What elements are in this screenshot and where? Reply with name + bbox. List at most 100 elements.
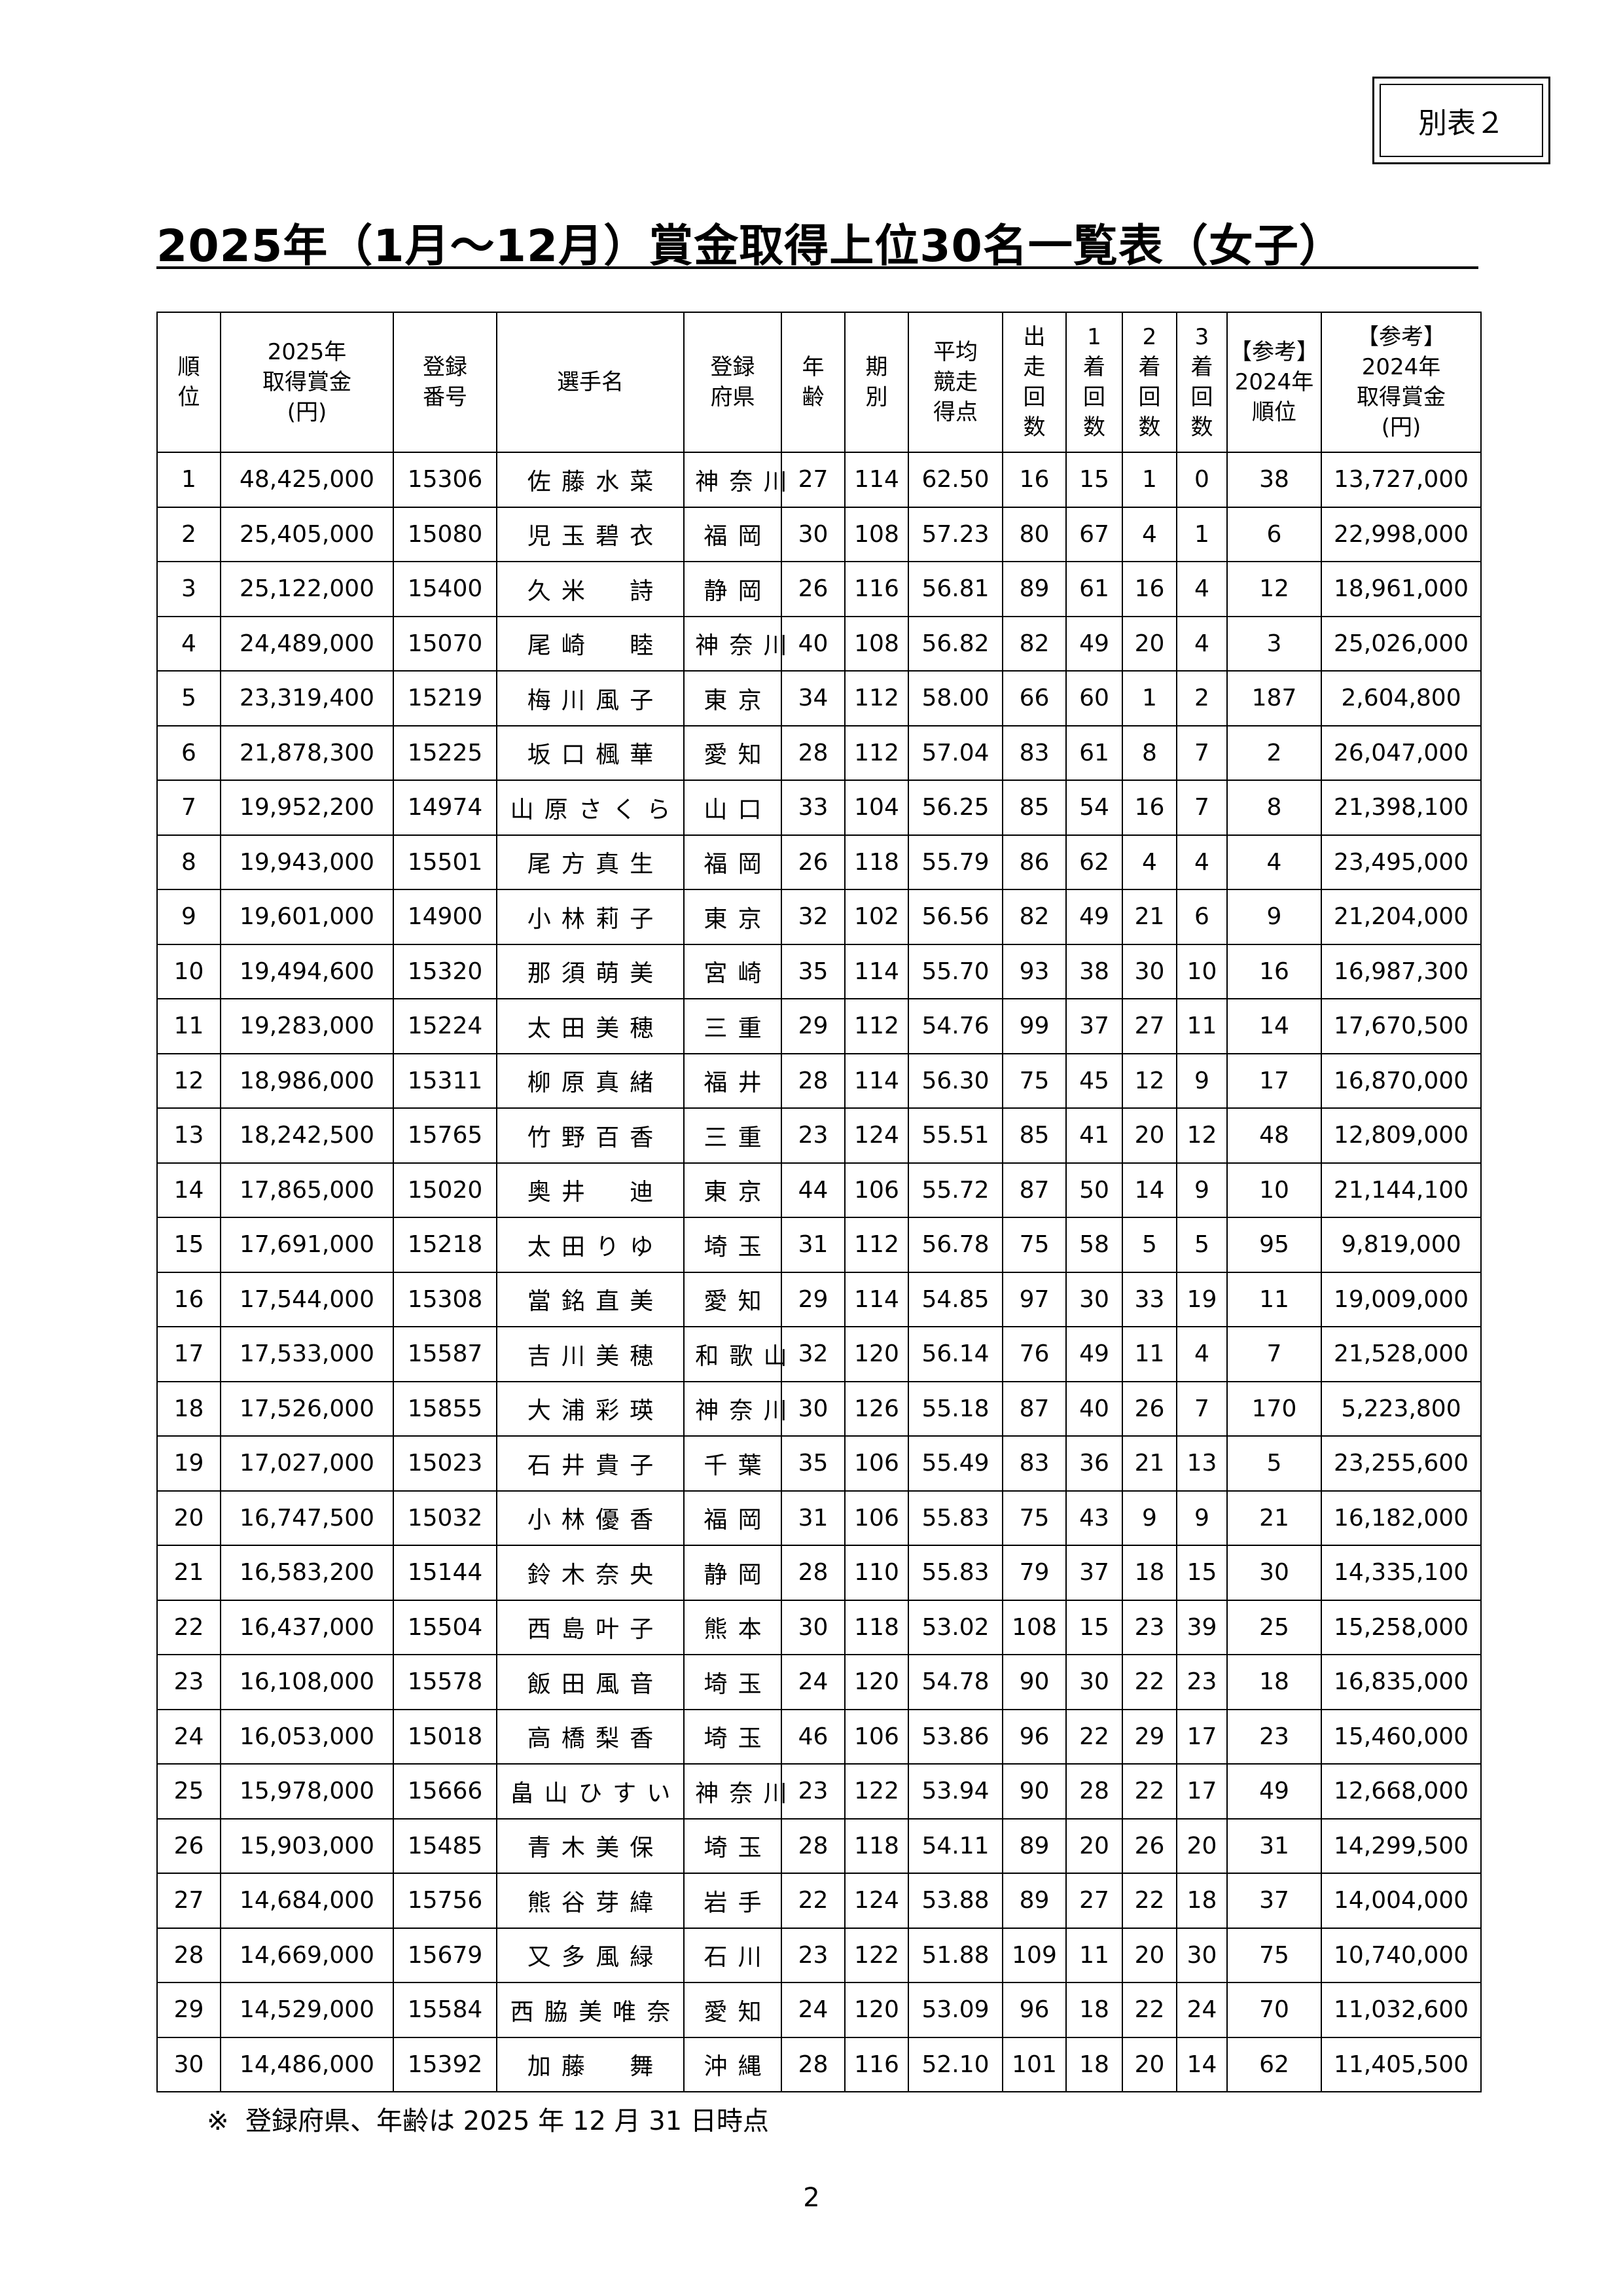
cell-prize-2024: 16,835,000 [1321, 1654, 1482, 1710]
cell-racer-name: 熊谷芽緯 [496, 1873, 685, 1929]
cell-wins-1st: 43 [1065, 1490, 1123, 1546]
cell-reg-number: 15311 [393, 1052, 497, 1109]
cell-rank-2024: 9 [1226, 889, 1322, 945]
cell-prefecture: 宮崎 [683, 943, 782, 999]
cell-rank-2024: 95 [1226, 1217, 1322, 1273]
cell-rank: 18 [156, 1380, 221, 1437]
table-row: 8 19,943,000 15501 尾方真生 福岡 26 118 55.79 86 62 4 4 4 2… [156, 834, 1482, 890]
cell-wins-2nd: 8 [1122, 725, 1177, 781]
table-row: 15 17,691,000 15218 太田りゆ 埼玉 31 112 56.78 75 58 5 5 9… [156, 1217, 1482, 1273]
cell-racer-name: 奥井 迪 [496, 1162, 685, 1218]
cell-prize-2024: 11,032,600 [1321, 1982, 1482, 2038]
cell-rank-2024: 10 [1226, 1162, 1322, 1218]
cell-prefecture: 神奈川 [683, 1380, 787, 1437]
cell-starts: 90 [1002, 1654, 1067, 1710]
cell-wins-1st: 18 [1065, 2036, 1123, 2092]
cell-wins-2nd: 1 [1122, 670, 1177, 726]
cell-prize-2025: 17,865,000 [220, 1162, 394, 1218]
cell-avg-score: 53.02 [908, 1599, 1003, 1655]
cell-wins-3rd: 19 [1176, 1271, 1228, 1327]
cell-age: 24 [781, 1982, 846, 2038]
cell-avg-score: 51.88 [908, 1927, 1003, 1983]
cell-term: 106 [844, 1490, 909, 1546]
cell-avg-score: 56.30 [908, 1052, 1003, 1109]
cell-reg-number: 15218 [393, 1217, 497, 1273]
table-row: 11 19,283,000 15224 太田美穂 三重 29 112 54.76 99 37 27 1… [156, 998, 1482, 1054]
page-title: 2025年（1月～12月）賞金取得上位30名一覧表（女子） [156, 221, 1344, 272]
table-row: 26 15,903,000 15485 青木美保 埼玉 28 118 54.11 89 20 26 2… [156, 1818, 1482, 1874]
cell-age: 28 [781, 2036, 846, 2092]
table-row: 10 19,494,600 15320 那須萌美 宮崎 35 114 55.70 93 38 30 1… [156, 943, 1482, 999]
cell-prize-2025: 14,669,000 [220, 1927, 394, 1983]
cell-starts: 82 [1002, 889, 1067, 945]
cell-wins-2nd: 22 [1122, 1982, 1177, 2038]
table-row: 30 14,486,000 15392 加藤 舞沖縄 28 116 52.10 101 18 20… [156, 2036, 1482, 2092]
cell-prefecture: 愛知 [683, 1982, 782, 2038]
cell-wins-3rd: 1 [1176, 506, 1228, 562]
table-row: 20 16,747,500 15032 小林優香 福岡 31 106 55.83 75 43 9 9 2… [156, 1490, 1482, 1546]
cell-racer-name: 竹野百香 [496, 1107, 685, 1164]
table-row: 5 23,319,400 15219 梅川風子 東京 34 112 58.00 66 60 1 2 18… [156, 670, 1482, 726]
cell-term: 124 [844, 1107, 909, 1164]
cell-starts: 87 [1002, 1162, 1067, 1218]
cell-rank: 28 [156, 1927, 221, 1983]
cell-reg-number: 15023 [393, 1435, 497, 1492]
cell-term: 108 [844, 615, 909, 672]
cell-starts: 75 [1002, 1217, 1067, 1273]
cell-rank: 13 [156, 1107, 221, 1164]
cell-wins-2nd: 18 [1122, 1545, 1177, 1601]
cell-wins-3rd: 9 [1176, 1052, 1228, 1109]
cell-prize-2024: 11,405,500 [1321, 2036, 1482, 2092]
cell-rank: 11 [156, 998, 221, 1054]
cell-starts: 75 [1002, 1490, 1067, 1546]
cell-racer-name: 山原さくら [496, 780, 685, 836]
cell-wins-2nd: 4 [1122, 506, 1177, 562]
cell-age: 30 [781, 1380, 846, 1437]
column-header-prize-2025: 2025年 取得賞金 (円) [220, 312, 394, 453]
cell-starts: 75 [1002, 1052, 1067, 1109]
cell-wins-3rd: 2 [1176, 670, 1228, 726]
cell-prize-2024: 15,460,000 [1321, 1708, 1482, 1765]
cell-prize-2024: 22,998,000 [1321, 506, 1482, 562]
cell-prize-2025: 18,242,500 [220, 1107, 394, 1164]
cell-prize-2024: 21,204,000 [1321, 889, 1482, 945]
cell-term: 116 [844, 561, 909, 617]
cell-rank: 1 [156, 452, 221, 508]
column-header-rank: 順 位 [156, 312, 221, 453]
table-row: 19 17,027,000 15023 石井貴子 千葉 35 106 55.49 83 36 21 1… [156, 1435, 1482, 1492]
cell-rank: 9 [156, 889, 221, 945]
cell-wins-1st: 45 [1065, 1052, 1123, 1109]
cell-prize-2025: 15,978,000 [220, 1763, 394, 1820]
cell-racer-name: 小林莉子 [496, 889, 685, 945]
cell-rank-2024: 48 [1226, 1107, 1322, 1164]
cell-racer-name: 坂口楓華 [496, 725, 685, 781]
cell-wins-2nd: 9 [1122, 1490, 1177, 1546]
cell-wins-2nd: 26 [1122, 1818, 1177, 1874]
cell-rank-2024: 49 [1226, 1763, 1322, 1820]
cell-prize-2025: 17,691,000 [220, 1217, 394, 1273]
cell-term: 116 [844, 2036, 909, 2092]
cell-reg-number: 15032 [393, 1490, 497, 1546]
cell-wins-1st: 30 [1065, 1271, 1123, 1327]
cell-term: 104 [844, 780, 909, 836]
cell-term: 112 [844, 725, 909, 781]
cell-avg-score: 58.00 [908, 670, 1003, 726]
column-header-avg-score: 平均 競走 得点 [908, 312, 1003, 453]
cell-prefecture: 静岡 [683, 561, 782, 617]
cell-wins-2nd: 23 [1122, 1599, 1177, 1655]
cell-rank: 12 [156, 1052, 221, 1109]
cell-wins-2nd: 27 [1122, 998, 1177, 1054]
cell-prefecture: 静岡 [683, 1545, 782, 1601]
cell-reg-number: 15400 [393, 561, 497, 617]
cell-avg-score: 56.81 [908, 561, 1003, 617]
cell-reg-number: 15765 [393, 1107, 497, 1164]
page-number: 2 [803, 2183, 820, 2213]
table-row: 23 16,108,000 15578 飯田風音 埼玉 24 120 54.78 90 30 22 2… [156, 1654, 1482, 1710]
cell-reg-number: 15666 [393, 1763, 497, 1820]
cell-rank: 29 [156, 1982, 221, 2038]
cell-prize-2025: 16,053,000 [220, 1708, 394, 1765]
cell-age: 28 [781, 1545, 846, 1601]
cell-wins-1st: 49 [1065, 889, 1123, 945]
cell-reg-number: 15308 [393, 1271, 497, 1327]
cell-avg-score: 56.25 [908, 780, 1003, 836]
